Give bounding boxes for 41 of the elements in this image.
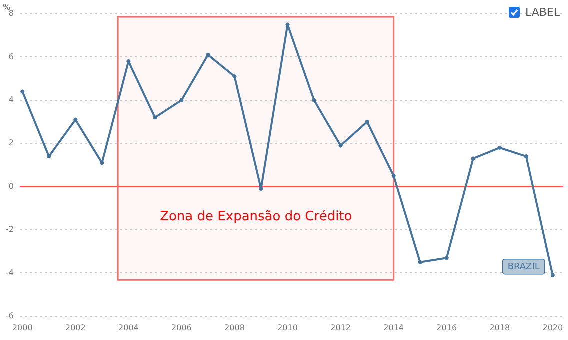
point [74, 118, 78, 122]
point [286, 22, 290, 27]
x-tick-label: 2014 [384, 323, 404, 332]
point [498, 146, 502, 150]
y-tick-label: -6 [6, 311, 14, 320]
y-tick-label: 0 [8, 182, 14, 191]
y-tick-label: 2 [8, 138, 14, 148]
point [444, 256, 449, 260]
y-tick-label: -4 [6, 268, 14, 278]
annotation: LABEL [525, 6, 560, 19]
y-tick-label: -2 [6, 225, 14, 234]
band-label: Zona de Expansão do Crédito [160, 209, 352, 224]
x-tick-label: 2002 [65, 323, 86, 332]
point [232, 74, 237, 79]
point [312, 98, 316, 102]
point [524, 154, 528, 159]
point [392, 174, 396, 178]
x-tick-label: 2010 [278, 323, 298, 332]
x-tick-label: 2004 [118, 323, 139, 332]
y-tick-label: 4 [8, 95, 14, 104]
x-tick-label: 2006 [172, 323, 192, 332]
y-axis-title: % [3, 3, 11, 12]
point [20, 90, 25, 94]
point [338, 144, 343, 148]
point [47, 154, 52, 159]
point [365, 120, 370, 124]
x-tick-label: 2016 [436, 323, 458, 332]
series-label: BRAZIL [508, 262, 540, 273]
y-tick-label: 8 [8, 9, 14, 18]
x-tick-label: 2020 [542, 323, 564, 332]
y-tick-label: 6 [8, 52, 14, 62]
point [550, 273, 555, 278]
x-tick-label: 2000 [12, 323, 33, 332]
point [206, 52, 210, 58]
x-tick-label: 2018 [490, 323, 510, 332]
x-tick-label: 2008 [224, 323, 245, 332]
point [418, 260, 422, 264]
point [471, 156, 476, 161]
point [180, 98, 184, 102]
x-tick-label: 2012 [330, 323, 351, 332]
point [153, 116, 158, 120]
